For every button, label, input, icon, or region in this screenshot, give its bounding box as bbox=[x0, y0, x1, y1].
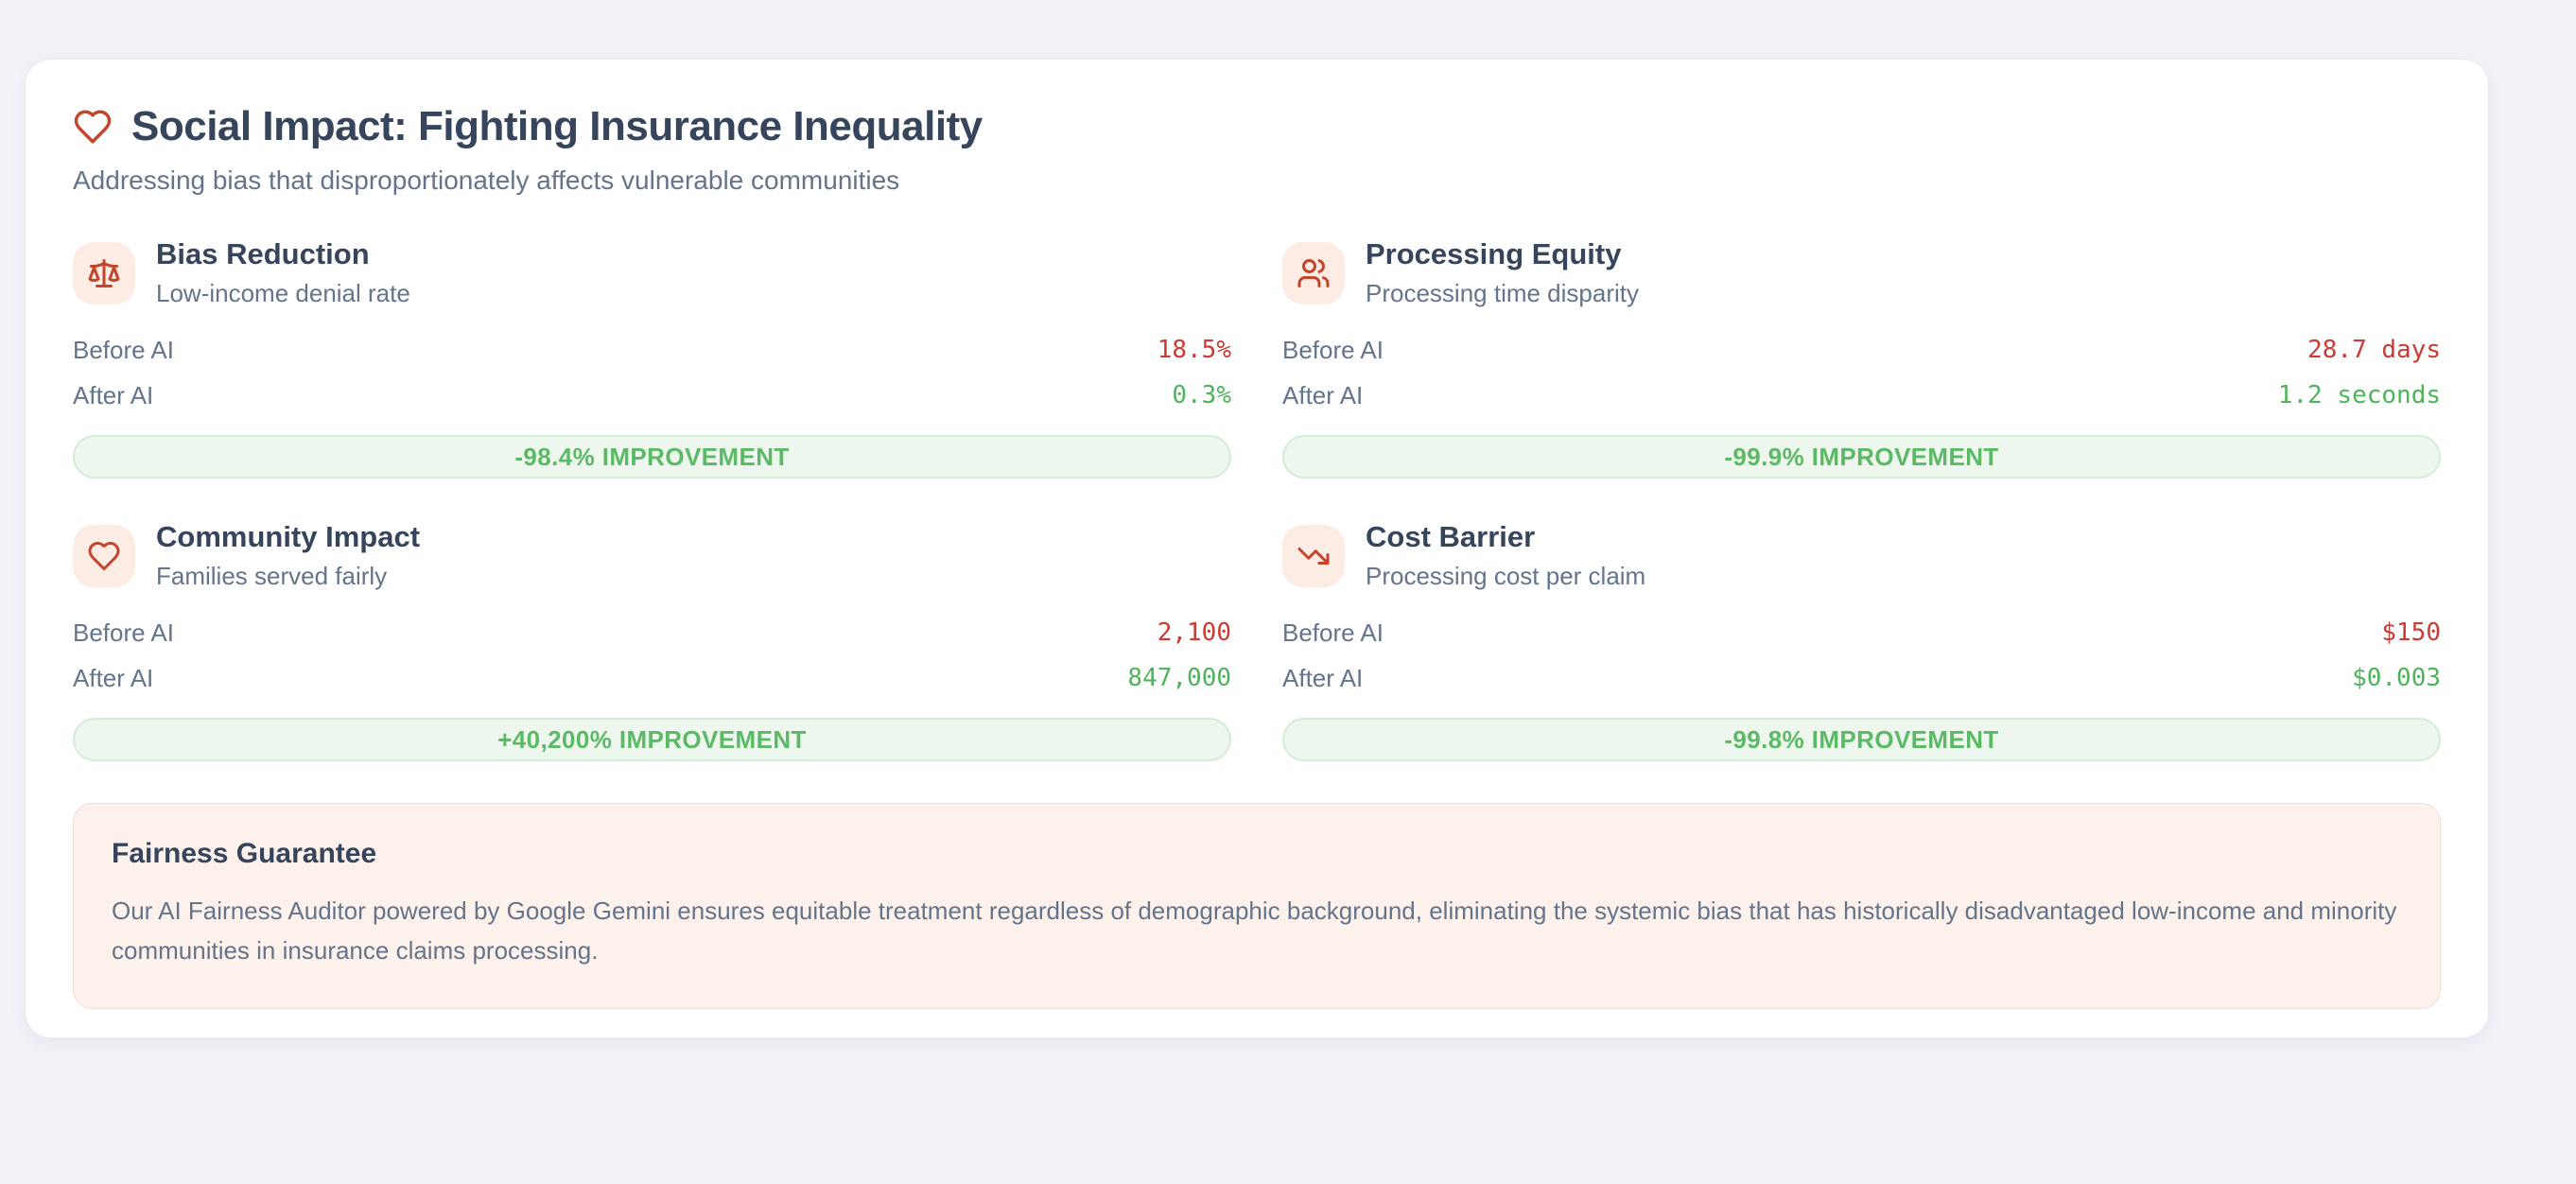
social-impact-card: Social Impact: Fighting Insurance Inequa… bbox=[25, 59, 2489, 1038]
before-label: Before AI bbox=[1282, 335, 1384, 364]
after-label: After AI bbox=[1282, 663, 1364, 692]
metric-rows: Before AI 28.7 days After AI 1.2 seconds bbox=[1282, 327, 2441, 418]
page-subtitle: Addressing bias that disproportionately … bbox=[73, 165, 900, 195]
after-row: After AI $0.003 bbox=[1282, 655, 2441, 701]
metric-title: Bias Reduction bbox=[156, 237, 370, 270]
after-value: 847,000 bbox=[1127, 664, 1231, 692]
before-value: 2,100 bbox=[1157, 618, 1231, 647]
metric-rows: Before AI 2,100 After AI 847,000 bbox=[73, 610, 1231, 701]
metric-heading-text: Processing Equity Processing time dispar… bbox=[1366, 237, 1639, 308]
after-value: 1.2 seconds bbox=[2277, 381, 2441, 409]
metric-card-cost-barrier: Cost Barrier Processing cost per claim B… bbox=[1282, 520, 2441, 761]
metric-title: Processing Equity bbox=[1366, 237, 1622, 270]
after-label: After AI bbox=[73, 380, 154, 409]
after-value: $0.003 bbox=[2352, 664, 2441, 692]
before-value: $150 bbox=[2381, 618, 2441, 647]
before-row: Before AI 2,100 bbox=[73, 610, 1231, 655]
metric-subtitle: Families served fairly bbox=[156, 562, 388, 590]
fairness-body: Our AI Fairness Auditor powered by Googl… bbox=[112, 897, 2397, 965]
improvement-badge: -98.4% IMPROVEMENT bbox=[73, 435, 1231, 479]
after-row: After AI 847,000 bbox=[73, 655, 1231, 701]
heart-icon bbox=[88, 541, 120, 570]
before-row: Before AI 28.7 days bbox=[1282, 327, 2441, 373]
before-label: Before AI bbox=[1282, 618, 1384, 647]
metric-subtitle: Processing time disparity bbox=[1366, 279, 1639, 307]
metrics-grid: Bias Reduction Low-income denial rate Be… bbox=[73, 237, 2441, 761]
icon-chip bbox=[1282, 524, 1345, 587]
before-value: 18.5% bbox=[1157, 336, 1231, 364]
icon-chip bbox=[73, 241, 135, 305]
metric-subtitle: Low-income denial rate bbox=[156, 279, 410, 307]
trending-down-icon bbox=[1297, 547, 1330, 565]
metric-title: Community Impact bbox=[156, 520, 421, 553]
after-label: After AI bbox=[1282, 380, 1364, 409]
before-row: Before AI 18.5% bbox=[73, 327, 1231, 373]
improvement-badge: +40,200% IMPROVEMENT bbox=[73, 718, 1231, 761]
metric-subtitle: Processing cost per claim bbox=[1366, 562, 1646, 590]
before-label: Before AI bbox=[73, 618, 174, 647]
fairness-panel: Fairness Guarantee Our AI Fairness Audit… bbox=[73, 803, 2441, 1009]
improvement-badge: -99.9% IMPROVEMENT bbox=[1282, 435, 2441, 479]
metric-rows: Before AI $150 After AI $0.003 bbox=[1282, 610, 2441, 701]
metric-heading-text: Cost Barrier Processing cost per claim bbox=[1366, 520, 1645, 591]
metric-header: Community Impact Families served fairly bbox=[73, 520, 1231, 591]
before-value: 28.7 days bbox=[2307, 336, 2441, 364]
metric-header: Cost Barrier Processing cost per claim bbox=[1282, 520, 2441, 591]
scale-icon bbox=[88, 258, 120, 287]
page-title: Social Impact: Fighting Insurance Inequa… bbox=[131, 103, 983, 149]
metric-heading-text: Bias Reduction Low-income denial rate bbox=[156, 237, 410, 308]
metric-card-community-impact: Community Impact Families served fairly … bbox=[73, 520, 1231, 761]
icon-chip bbox=[1282, 241, 1345, 305]
metric-header: Processing Equity Processing time dispar… bbox=[1282, 237, 2441, 308]
users-icon bbox=[1297, 258, 1330, 287]
metric-header: Bias Reduction Low-income denial rate bbox=[73, 237, 1231, 308]
card-header: Social Impact: Fighting Insurance Inequa… bbox=[73, 103, 2441, 150]
before-row: Before AI $150 bbox=[1282, 610, 2441, 655]
metric-card-processing-equity: Processing Equity Processing time dispar… bbox=[1282, 237, 2441, 479]
heart-icon bbox=[74, 110, 112, 144]
metric-heading-text: Community Impact Families served fairly bbox=[156, 520, 420, 591]
metric-title: Cost Barrier bbox=[1366, 520, 1536, 553]
icon-chip bbox=[73, 524, 135, 587]
fairness-title: Fairness Guarantee bbox=[112, 838, 377, 869]
after-label: After AI bbox=[73, 663, 154, 692]
metric-card-bias-reduction: Bias Reduction Low-income denial rate Be… bbox=[73, 237, 1231, 479]
improvement-badge: -99.8% IMPROVEMENT bbox=[1282, 718, 2441, 761]
metric-rows: Before AI 18.5% After AI 0.3% bbox=[73, 327, 1231, 418]
after-value: 0.3% bbox=[1172, 381, 1231, 409]
after-row: After AI 0.3% bbox=[73, 373, 1231, 418]
after-row: After AI 1.2 seconds bbox=[1282, 373, 2441, 418]
before-label: Before AI bbox=[73, 335, 174, 364]
